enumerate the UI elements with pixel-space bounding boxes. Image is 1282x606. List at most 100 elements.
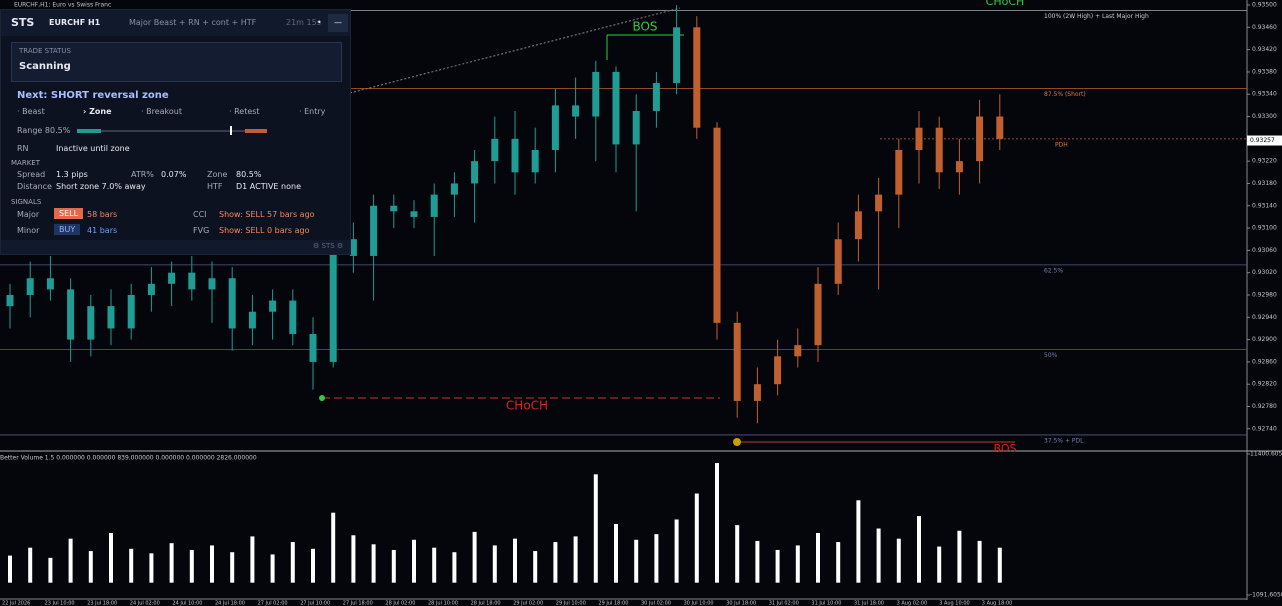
fib-label: PDH [1055, 141, 1068, 148]
candle-body [572, 105, 580, 117]
logo: STS [11, 16, 35, 29]
cell: CCI [193, 210, 207, 219]
candle-body [390, 205, 398, 212]
section: MARKET [11, 159, 40, 167]
cell: Minor [17, 226, 40, 235]
x-tick-label: 24 Jul 02:00 [130, 601, 160, 606]
candle-body [814, 283, 822, 346]
candle-body [6, 294, 14, 307]
fib-label: 87.5% (Short) [1044, 91, 1086, 98]
cell: Show: SELL 57 bars ago [219, 210, 315, 219]
volume-bar [937, 546, 942, 583]
volume-bar [109, 533, 113, 583]
volume-bar [997, 547, 1002, 583]
candle-body [430, 194, 438, 217]
volume-bar [573, 536, 578, 583]
volume-bar [351, 535, 356, 583]
x-tick-label: 30 Jul 02:00 [641, 601, 671, 606]
candle-body [269, 300, 277, 312]
section: SIGNALS [11, 198, 42, 206]
candle-body [67, 289, 75, 340]
volume-bar [472, 531, 477, 583]
candle-body [107, 306, 115, 329]
cell: Zone [207, 170, 228, 179]
y-tick-label: 0.92860 [1252, 358, 1277, 365]
fib-label: 37.5% + PDL [1044, 437, 1084, 444]
y-tick-label: 0.93380 [1252, 68, 1277, 75]
volume-bar [48, 557, 53, 583]
candle-body [834, 239, 842, 284]
x-tick-label: 29 Jul 10:00 [556, 601, 586, 606]
candle-body [612, 71, 620, 145]
volume-bar [28, 547, 33, 583]
minimize-button[interactable]: — [328, 14, 348, 32]
candle-body [774, 356, 782, 385]
y-tick-label: 11400.6050 [1250, 451, 1282, 458]
volume-bar [856, 500, 861, 583]
footer: ⚙ STS ⚙ [313, 242, 344, 250]
volume-bar [533, 551, 538, 583]
candle-body [632, 110, 640, 145]
candle-body [511, 138, 519, 173]
candle-body [592, 71, 600, 117]
candle-body [794, 345, 802, 357]
fib-label: 50% [1044, 352, 1058, 359]
volume-bar [816, 533, 820, 583]
dot-button[interactable]: • [317, 18, 322, 27]
symbol: EURCHF H1 [49, 18, 101, 27]
candle-body [935, 127, 943, 173]
volume-bar [371, 544, 376, 583]
x-tick-label: 30 Jul 18:00 [726, 601, 756, 606]
cell: Short zone 7.0% away [56, 182, 146, 191]
rn-value: Inactive until zone [56, 144, 130, 153]
volume-bar [755, 540, 760, 583]
candle-body [491, 138, 499, 162]
candle-body [854, 211, 862, 240]
x-tick-label: 29 Jul 18:00 [598, 601, 628, 606]
candle-body [753, 384, 761, 401]
x-tick-label: 28 Jul 02:00 [385, 601, 415, 606]
y-tick-label: -1091.6050 [1250, 592, 1282, 599]
status-box [11, 42, 342, 82]
mode: Major Beast + RN + cont + HTF [129, 18, 257, 27]
range: Range 80.5% [17, 126, 71, 135]
candle-body [46, 278, 54, 290]
range-marker [230, 126, 232, 135]
volume-bar [129, 548, 134, 583]
panel-footer [1, 240, 350, 254]
volume-bar [189, 549, 194, 583]
candle-body [26, 278, 34, 295]
cell: HTF [207, 182, 223, 191]
candle-body [976, 116, 984, 162]
candle-body [713, 127, 721, 323]
volume-bar [957, 530, 962, 583]
candle-body [349, 239, 357, 256]
last-price-box [1247, 135, 1282, 146]
sts-panel: STS EURCHF H1 Major Beast + RN + cont + … [0, 9, 351, 255]
candle-body [208, 278, 216, 290]
volume-bar [917, 516, 921, 583]
candle-body [895, 150, 903, 195]
y-tick-label: 0.92820 [1252, 381, 1277, 388]
candle-body [127, 294, 135, 329]
y-tick-label: 0.93180 [1252, 180, 1277, 187]
x-tick-label: 28 Jul 18:00 [471, 601, 501, 606]
x-tick-label: 27 Jul 10:00 [300, 601, 330, 606]
candle-body [370, 205, 378, 256]
cell: 41 bars [87, 226, 118, 235]
y-tick-label: 0.93340 [1252, 91, 1277, 98]
candle-body [147, 283, 155, 295]
volume-bar [270, 554, 275, 583]
y-tick-label: 0.93220 [1252, 158, 1277, 165]
cell: 1.3 pips [56, 170, 88, 179]
x-tick-label: 31 Jul 10:00 [811, 601, 841, 606]
range-short [245, 129, 267, 133]
status-title: TRADE STATUS [19, 47, 71, 55]
candle-body [875, 194, 883, 212]
volume-bar [452, 552, 457, 583]
candle-body [955, 161, 963, 173]
cell: Spread [17, 170, 46, 179]
cell: 58 bars [87, 210, 118, 219]
candle-body [87, 306, 95, 340]
